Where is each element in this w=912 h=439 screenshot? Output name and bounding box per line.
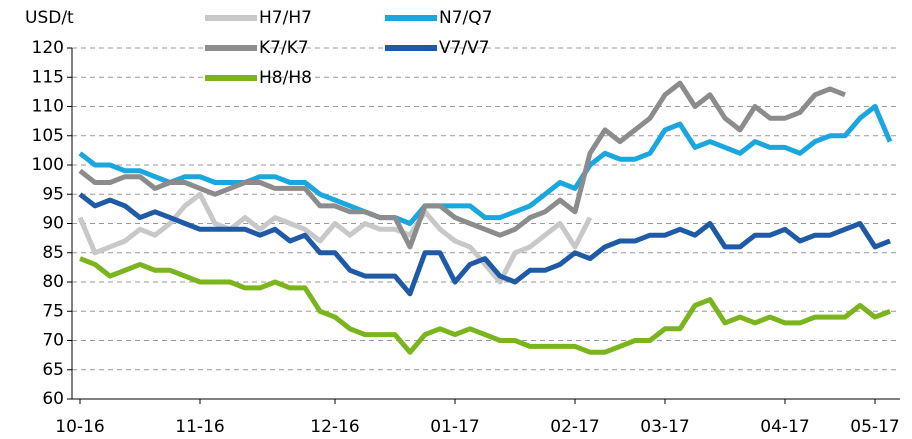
y-tick-label: 75 xyxy=(42,301,64,321)
legend-label: H7/H7 xyxy=(259,8,312,28)
y-tick-label: 60 xyxy=(42,389,64,409)
y-tick-label: 100 xyxy=(32,155,64,175)
x-tick-label: 11-16 xyxy=(175,417,224,437)
series-line xyxy=(77,191,593,285)
x-tick-label: 12-16 xyxy=(310,417,359,437)
y-tick-label: 90 xyxy=(42,214,64,234)
y-tick-label: 115 xyxy=(32,67,64,87)
legend-label: K7/K7 xyxy=(259,38,309,58)
legend-label: V7/V7 xyxy=(439,38,490,58)
legend-label: H8/H8 xyxy=(259,68,312,88)
series-line xyxy=(78,104,893,226)
x-tick-label: 04-17 xyxy=(760,417,809,437)
y-tick-label: 120 xyxy=(32,38,64,58)
series-line xyxy=(78,192,891,297)
legend-label: N7/Q7 xyxy=(439,8,492,28)
x-tick-label: 10-16 xyxy=(55,417,104,437)
y-tick-label: 85 xyxy=(42,243,64,263)
x-tick-label: 01-17 xyxy=(430,417,479,437)
y-tick-label: 105 xyxy=(32,126,64,146)
x-tick-label: 02-17 xyxy=(550,417,599,437)
y-tick-label: 110 xyxy=(32,97,64,117)
series-line xyxy=(79,256,891,355)
y-tick-label: 95 xyxy=(42,184,64,204)
x-tick-label: 05-17 xyxy=(850,417,899,437)
x-tick-label: 03-17 xyxy=(640,417,689,437)
y-axis-label: USD/t xyxy=(25,8,74,28)
y-tick-label: 70 xyxy=(42,331,64,351)
series-line xyxy=(78,80,846,250)
y-tick-label: 80 xyxy=(42,272,64,292)
y-tick-label: 65 xyxy=(42,360,64,380)
